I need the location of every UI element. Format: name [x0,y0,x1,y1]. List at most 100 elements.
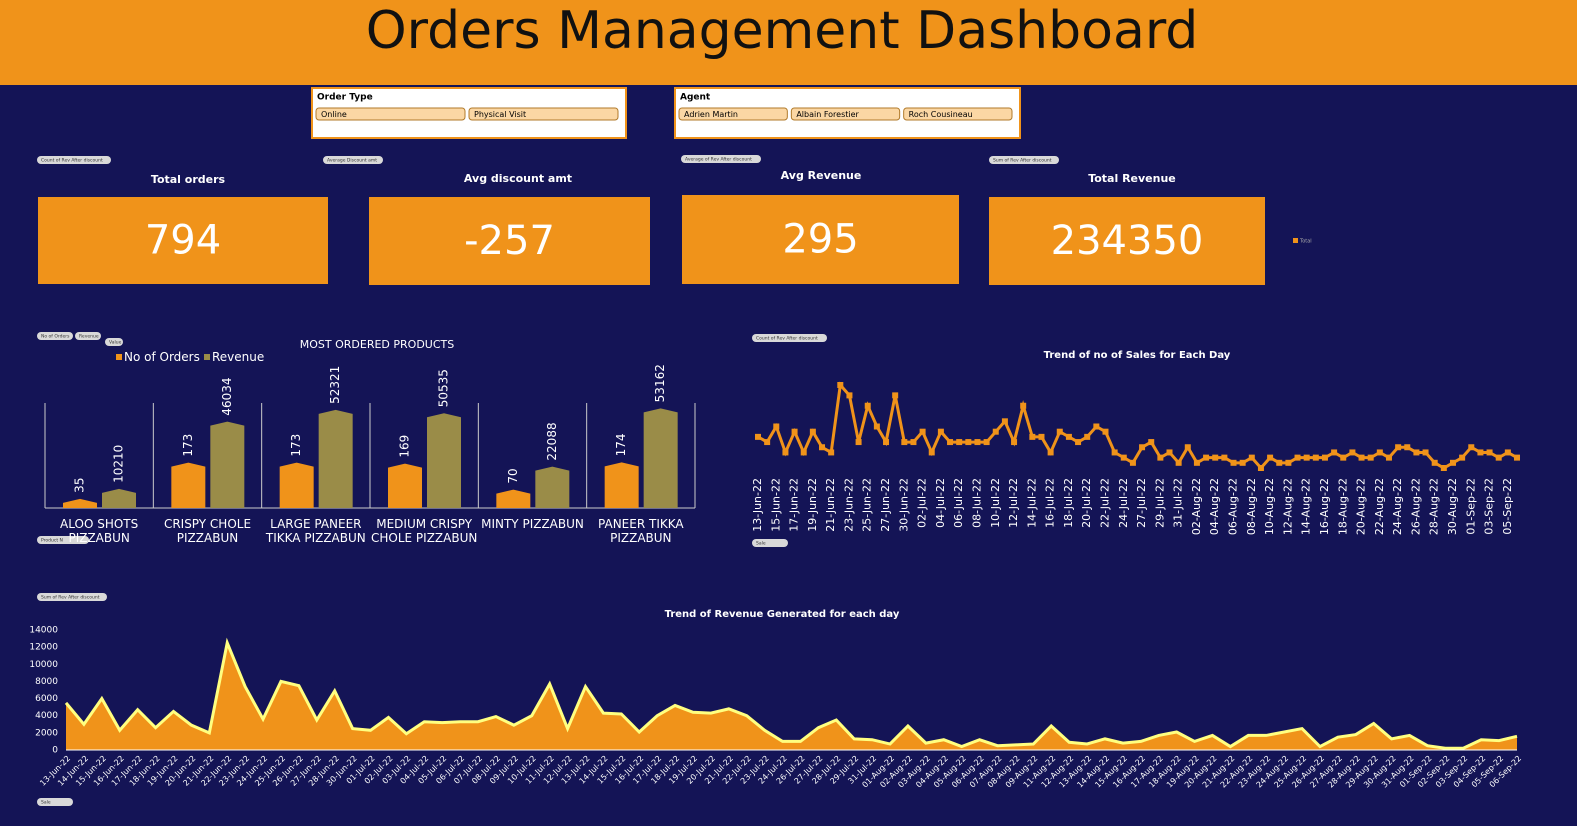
slicer-item[interactable] [468,107,619,121]
bar [604,462,639,508]
data-label: 10210 [112,445,126,483]
marker [901,439,908,446]
marker [1020,402,1027,409]
x-tick-label: 19-Jun-22 [806,478,819,532]
x-tick-label: 06-Jul-22 [952,478,965,528]
bar [535,466,570,508]
x-tick-label: 03-Sep-22 [1483,478,1496,535]
slicer-item[interactable] [678,107,788,121]
x-tick-label: 01-Sep-22 [1464,478,1477,535]
chart-title: Trend of no of Sales for Each Day [1044,350,1231,361]
marker [755,433,761,440]
pivot-button[interactable] [989,156,1059,164]
slicer-item[interactable] [315,107,466,121]
marker [1486,449,1493,456]
marker [983,439,990,446]
x-tick-label: CRISPY CHOLE PIZZABUN [164,517,251,545]
marker [910,439,917,446]
data-label: 52321 [328,366,342,404]
data-label: 173 [181,434,195,457]
legend-label: Revenue [212,350,264,364]
marker [1431,459,1438,466]
slicer-item-label: Roch Cousineau [909,110,973,119]
x-tick-label: 10-Aug-22 [1263,478,1276,535]
marker [892,392,899,399]
marker [1212,454,1219,461]
x-tick-label: 06-Aug-22 [1227,478,1240,535]
x-tick-label: 12-Aug-22 [1281,478,1294,535]
marker [846,392,853,399]
marker [1065,433,1072,440]
pivot-button[interactable] [37,798,73,806]
revenue-line [64,637,1518,750]
marker [1404,444,1411,451]
marker [919,428,926,435]
pivot-button-label: Average of Rev After discount [685,157,752,163]
chart-title: Trend of Revenue Generated for each day [665,609,900,620]
legend-swatch [204,354,210,360]
data-label: 50535 [437,369,451,407]
marker [1029,433,1036,440]
pivot-button[interactable] [752,539,788,547]
header-bar [0,0,1577,85]
pivot-button[interactable] [37,536,89,544]
marker [1440,465,1447,471]
marker [1166,449,1173,456]
x-tick-label: 26-Aug-22 [1409,478,1422,535]
marker [1395,444,1402,451]
marker [1184,444,1191,451]
x-tick-label: 30-Aug-22 [1446,478,1459,535]
data-label: 22088 [545,422,559,460]
pivot-button[interactable] [323,156,383,164]
data-label: 70 [506,468,520,483]
x-tick-label: LARGE PANEER TIKKA PIZZABUN [265,517,366,545]
marker [1267,454,1274,461]
marker [1239,459,1246,466]
bar [102,488,136,508]
x-tick-label: 30-Jun-22 [897,478,910,532]
marker [1120,454,1127,461]
x-tick-label: 27-Jun-22 [879,478,892,532]
marker [1129,459,1136,466]
slicer-item-label: Physical Visit [474,110,526,119]
x-tick-label: 29-Jul-22 [1153,478,1166,528]
pivot-button[interactable] [681,155,761,163]
marker [1093,423,1100,430]
marker [1514,454,1520,461]
marker [1504,449,1511,456]
pivot-button[interactable] [752,334,827,342]
kpi-card [38,197,328,284]
data-label: 169 [398,435,412,458]
y-tick-label: 2000 [35,728,58,738]
marker [773,423,780,430]
legend-swatch [1293,238,1298,243]
pivot-button[interactable] [105,338,123,346]
bar [427,413,461,508]
x-tick-label: 16-Jul-22 [1044,478,1057,528]
y-tick-label: 0 [52,746,58,756]
marker [1349,449,1356,456]
legend-swatch [116,354,122,360]
pivot-button-label: Product N [41,538,63,544]
pivot-button[interactable] [37,332,73,340]
x-tick-label: 21-Jun-22 [824,478,837,532]
bar [171,462,206,508]
bar [496,489,531,508]
marker [1367,454,1374,461]
slicer-item[interactable] [790,107,901,121]
marker [1193,459,1200,466]
marker [791,428,798,435]
kpi-label: Total Revenue [1088,172,1176,185]
pivot-button[interactable] [37,593,107,601]
marker [1358,454,1365,461]
marker [1175,459,1182,466]
kpi-value: 295 [782,217,858,263]
slicer-title: Agent [680,93,711,103]
pivot-button[interactable] [75,332,101,340]
pivot-button[interactable] [37,156,111,164]
marker [1221,454,1228,461]
slicer-item[interactable] [903,107,1013,121]
kpi-card [682,195,959,284]
marker [1459,454,1466,461]
